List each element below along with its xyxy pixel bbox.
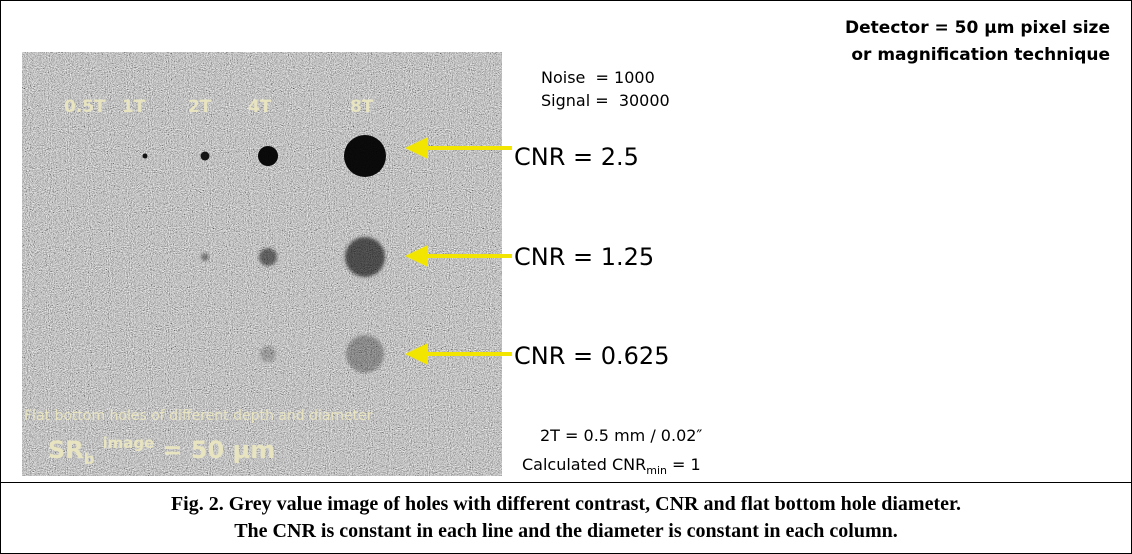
- resolution-label: SRbimage = 50 µm: [48, 434, 275, 468]
- noise-label: Noise = 1000: [541, 68, 655, 87]
- column-label: 2T: [188, 97, 212, 117]
- signal-label: Signal = 30000: [541, 91, 670, 110]
- column-label: 0.5T: [64, 97, 106, 117]
- cnr-label: CNR = 1.25: [514, 243, 654, 271]
- cnr-label: CNR = 2.5: [514, 143, 639, 171]
- column-label: 4T: [248, 97, 272, 117]
- resolution-sub: b: [84, 450, 95, 468]
- calc-sub: min: [646, 464, 667, 477]
- calc-rest: = 1: [672, 455, 701, 474]
- header-line: or magnification technique: [851, 45, 1110, 65]
- resolution-sup: image: [103, 434, 155, 452]
- figure: 0.5T 1T 2T 4T 8T Flat bottom holes of di…: [0, 0, 1132, 554]
- resolution-rest: = 50 µm: [162, 436, 275, 464]
- cnr-label: CNR = 0.625: [514, 342, 669, 370]
- figure-caption: Fig. 2. Grey value image of holes with d…: [171, 493, 961, 515]
- calc-main: Calculated CNR: [522, 455, 646, 474]
- image-caption: Flat bottom holes of different depth and…: [24, 408, 373, 424]
- resolution-main: SR: [48, 436, 84, 464]
- grey-image: 0.5T 1T 2T 4T 8T Flat bottom holes of di…: [22, 52, 502, 476]
- header-line: Detector = 50 µm pixel size: [845, 18, 1110, 38]
- calc-note: Calculated CNRmin = 1: [522, 455, 701, 477]
- column-label: 1T: [122, 97, 146, 117]
- column-label: 8T: [350, 97, 374, 117]
- hole-note: 2T = 0.5 mm / 0.02″: [540, 426, 702, 445]
- figure-caption: The CNR is constant in each line and the…: [234, 520, 898, 542]
